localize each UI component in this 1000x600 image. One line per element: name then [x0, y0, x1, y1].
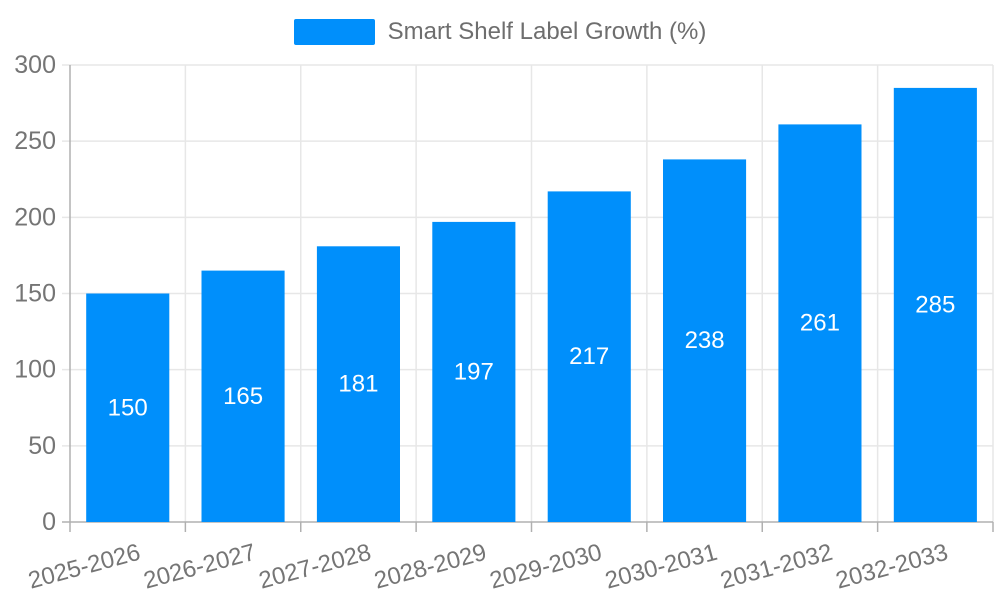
y-axis-label-200: 200 — [14, 203, 56, 231]
bar-value-label-2029-2030: 217 — [569, 343, 609, 370]
bar-2027-2028[interactable] — [316, 246, 400, 523]
bar-2032-2033[interactable] — [893, 87, 977, 523]
legend-item-series-0[interactable]: Smart Shelf Label Growth (%) — [293, 18, 707, 46]
bar-value-label-2025-2026: 150 — [108, 394, 148, 421]
legend-series-label: Smart Shelf Label Growth (%) — [387, 18, 707, 45]
x-axis-label-2027-2028: 2027-2028 — [256, 539, 374, 595]
bar-value-label-2027-2028: 181 — [338, 371, 378, 398]
bar-2031-2032[interactable] — [778, 124, 862, 523]
bar-2029-2030[interactable] — [547, 191, 631, 522]
x-axis-label-2025-2026: 2025-2026 — [25, 539, 143, 595]
y-axis-label-0: 0 — [42, 508, 56, 536]
y-axis-label-50: 50 — [28, 432, 56, 460]
bar-2028-2029[interactable] — [432, 221, 516, 522]
x-axis-label-2032-2033: 2032-2033 — [833, 539, 951, 595]
y-axis-label-150: 150 — [14, 280, 56, 308]
bar-2030-2031[interactable] — [663, 159, 747, 522]
legend-marker-swatch — [293, 19, 375, 45]
x-axis-label-2028-2029: 2028-2029 — [371, 539, 489, 595]
y-axis-label-300: 300 — [14, 51, 56, 79]
x-axis-label-2031-2032: 2031-2032 — [718, 539, 836, 595]
y-axis-label-250: 250 — [14, 127, 56, 155]
x-axis-label-2029-2030: 2029-2030 — [487, 539, 605, 595]
chart-legend: Smart Shelf Label Growth (%) — [0, 18, 1000, 46]
x-axis-label-2026-2027: 2026-2027 — [141, 539, 259, 595]
x-axis-label-2030-2031: 2030-2031 — [602, 539, 720, 595]
bar-2026-2027[interactable] — [201, 270, 285, 522]
y-axis-label-100: 100 — [14, 356, 56, 384]
bar-value-label-2031-2032: 261 — [800, 310, 840, 337]
bar-2025-2026[interactable] — [86, 293, 170, 523]
bar-value-label-2030-2031: 238 — [685, 327, 725, 354]
bar-value-label-2032-2033: 285 — [915, 291, 955, 318]
bar-value-label-2026-2027: 165 — [223, 383, 263, 410]
bar-value-label-2028-2029: 197 — [454, 359, 494, 386]
